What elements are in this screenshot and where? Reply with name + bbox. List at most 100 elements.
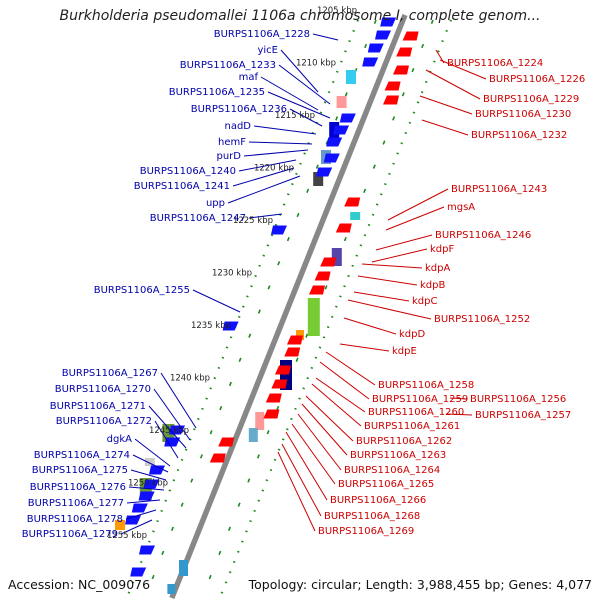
reverse-gene-16 [218, 437, 235, 447]
left-gene-label: BURPS1106A_1240 [140, 166, 236, 177]
right-gene-label: BURPS1106A_1246 [435, 230, 531, 241]
forward-gene-0 [380, 17, 397, 27]
backbone-layer [167, 13, 410, 600]
right-gene-label: BURPS1106A_1261 [364, 421, 460, 432]
left-gene-label: BURPS1106A_1272 [56, 416, 152, 427]
tick-label: 1245 kbp [149, 426, 189, 436]
left-leader-line [130, 469, 167, 481]
tick-label: 1205 kbp [317, 6, 357, 16]
right-leader-line [439, 59, 487, 80]
left-leader-line [132, 454, 169, 473]
feature-block-1 [336, 96, 347, 108]
right-gene-label: BURPS1106A_1259 [372, 394, 468, 405]
feature-block-15 [115, 520, 125, 530]
gene-arrow-layer [125, 17, 419, 577]
left-gene-label: BURPS1106A_1247 [150, 213, 246, 224]
right-leader-line [425, 69, 481, 100]
right-gene-label: BURPS1106A_1230 [475, 109, 571, 120]
right-leader-line [339, 343, 390, 352]
left-leader-line [278, 64, 331, 105]
forward-gene-5 [333, 125, 349, 135]
right-leader-line [421, 119, 469, 136]
left-leader-line [154, 420, 179, 459]
right-gene-label: BURPS1106A_1252 [434, 314, 530, 325]
left-gene-label: nadD [224, 121, 251, 132]
reverse-gene-10 [287, 335, 303, 345]
forward-gene-15 [138, 491, 155, 501]
right-gene-label: BURPS1106A_1229 [483, 94, 579, 105]
right-leader-line [375, 234, 433, 251]
left-gene-label: BURPS1106A_1271 [50, 401, 146, 412]
right-gene-label: kdpD [399, 329, 425, 340]
tick-label-layer: 1205 kbp 1210 kbp 1215 kbp 1220 kbp 1225 kbp… [107, 6, 357, 541]
left-gene-label: BURPS1106A_1255 [94, 285, 190, 296]
right-leader-line [445, 413, 473, 416]
left-leader-line [289, 108, 323, 127]
right-leader-line [371, 248, 428, 263]
right-leader-line [305, 395, 354, 442]
tick-label: 1240 kbp [170, 374, 210, 384]
right-leader-line [449, 397, 468, 400]
left-leader-line [232, 167, 295, 187]
right-leader-line [281, 443, 322, 517]
reverse-gene-4 [383, 95, 399, 105]
left-gene-label: dgkA [107, 434, 132, 445]
tick-label: 1250 kbp [128, 479, 168, 489]
left-leader-line [280, 49, 319, 93]
left-leader-line [248, 213, 283, 219]
right-leader-line [285, 431, 328, 501]
left-gene-label: BURPS1106A_1275 [32, 465, 128, 476]
right-gene-label: kdpA [425, 263, 450, 274]
right-gene-label: BURPS1106A_1257 [475, 410, 571, 421]
forward-gene-18 [139, 545, 155, 555]
left-gene-label: maf [239, 72, 259, 83]
right-leader-line [347, 299, 432, 320]
right-gene-label: BURPS1106A_1260 [368, 407, 464, 418]
left-leader-line [120, 519, 153, 535]
forward-gene-10 [222, 321, 239, 331]
left-leader-line [267, 91, 331, 119]
right-gene-label: BURPS1106A_1243 [451, 184, 547, 195]
accession-text: Accession: NC_009076 [8, 577, 151, 592]
left-leader-line [153, 388, 191, 441]
right-gene-label: BURPS1106A_1226 [489, 74, 585, 85]
feature-block-6 [331, 248, 342, 266]
forward-gene-3 [362, 57, 379, 67]
map-title: Burkholderia pseudomallei 1106a chromoso… [59, 8, 541, 24]
left-leader-line [312, 33, 339, 41]
right-gene-label: kdpC [412, 296, 437, 307]
right-gene-label: BURPS1106A_1232 [471, 130, 567, 141]
right-gene-label: kdpF [430, 244, 454, 255]
right-leader-line [315, 377, 366, 413]
right-leader-line [291, 423, 336, 485]
right-gene-label: BURPS1106A_1268 [324, 511, 420, 522]
feature-block-5 [350, 212, 361, 220]
left-gene-label: BURPS1106A_1228 [214, 29, 310, 40]
reverse-gene-8 [314, 271, 331, 281]
left-gene-label: yicE [257, 45, 278, 56]
feature-block-8 [296, 330, 304, 340]
reverse-gene-5 [344, 197, 361, 207]
feature-block-14 [144, 458, 155, 466]
left-gene-label: BURPS1106A_1277 [28, 498, 124, 509]
right-leader-line [301, 403, 348, 456]
right-leader-line [311, 383, 362, 427]
left-gene-label: BURPS1106A_1236 [191, 104, 287, 115]
right-gene-label: BURPS1106A_1264 [344, 465, 440, 476]
right-gene-label: mgsA [447, 202, 475, 213]
left-gene-label: BURPS1106A_1279 [22, 529, 118, 540]
right-leader-line [297, 413, 342, 471]
feature-block-10 [255, 412, 265, 430]
right-gene-label: BURPS1106A_1256 [470, 394, 566, 405]
reverse-gene-17 [209, 453, 226, 463]
tick-label: 1225 kbp [233, 216, 273, 226]
forward-gene-4 [339, 113, 356, 123]
left-leader-line [148, 405, 187, 449]
right-gene-label: BURPS1106A_1258 [378, 380, 474, 391]
forward-gene-2 [367, 43, 384, 53]
left-leader-line [126, 499, 161, 504]
left-gene-label: BURPS1106A_1233 [180, 60, 276, 71]
topology-text: Topology: circular; Length: 3,988,455 bp… [248, 577, 592, 592]
tick-label: 1215 kbp [275, 111, 315, 121]
